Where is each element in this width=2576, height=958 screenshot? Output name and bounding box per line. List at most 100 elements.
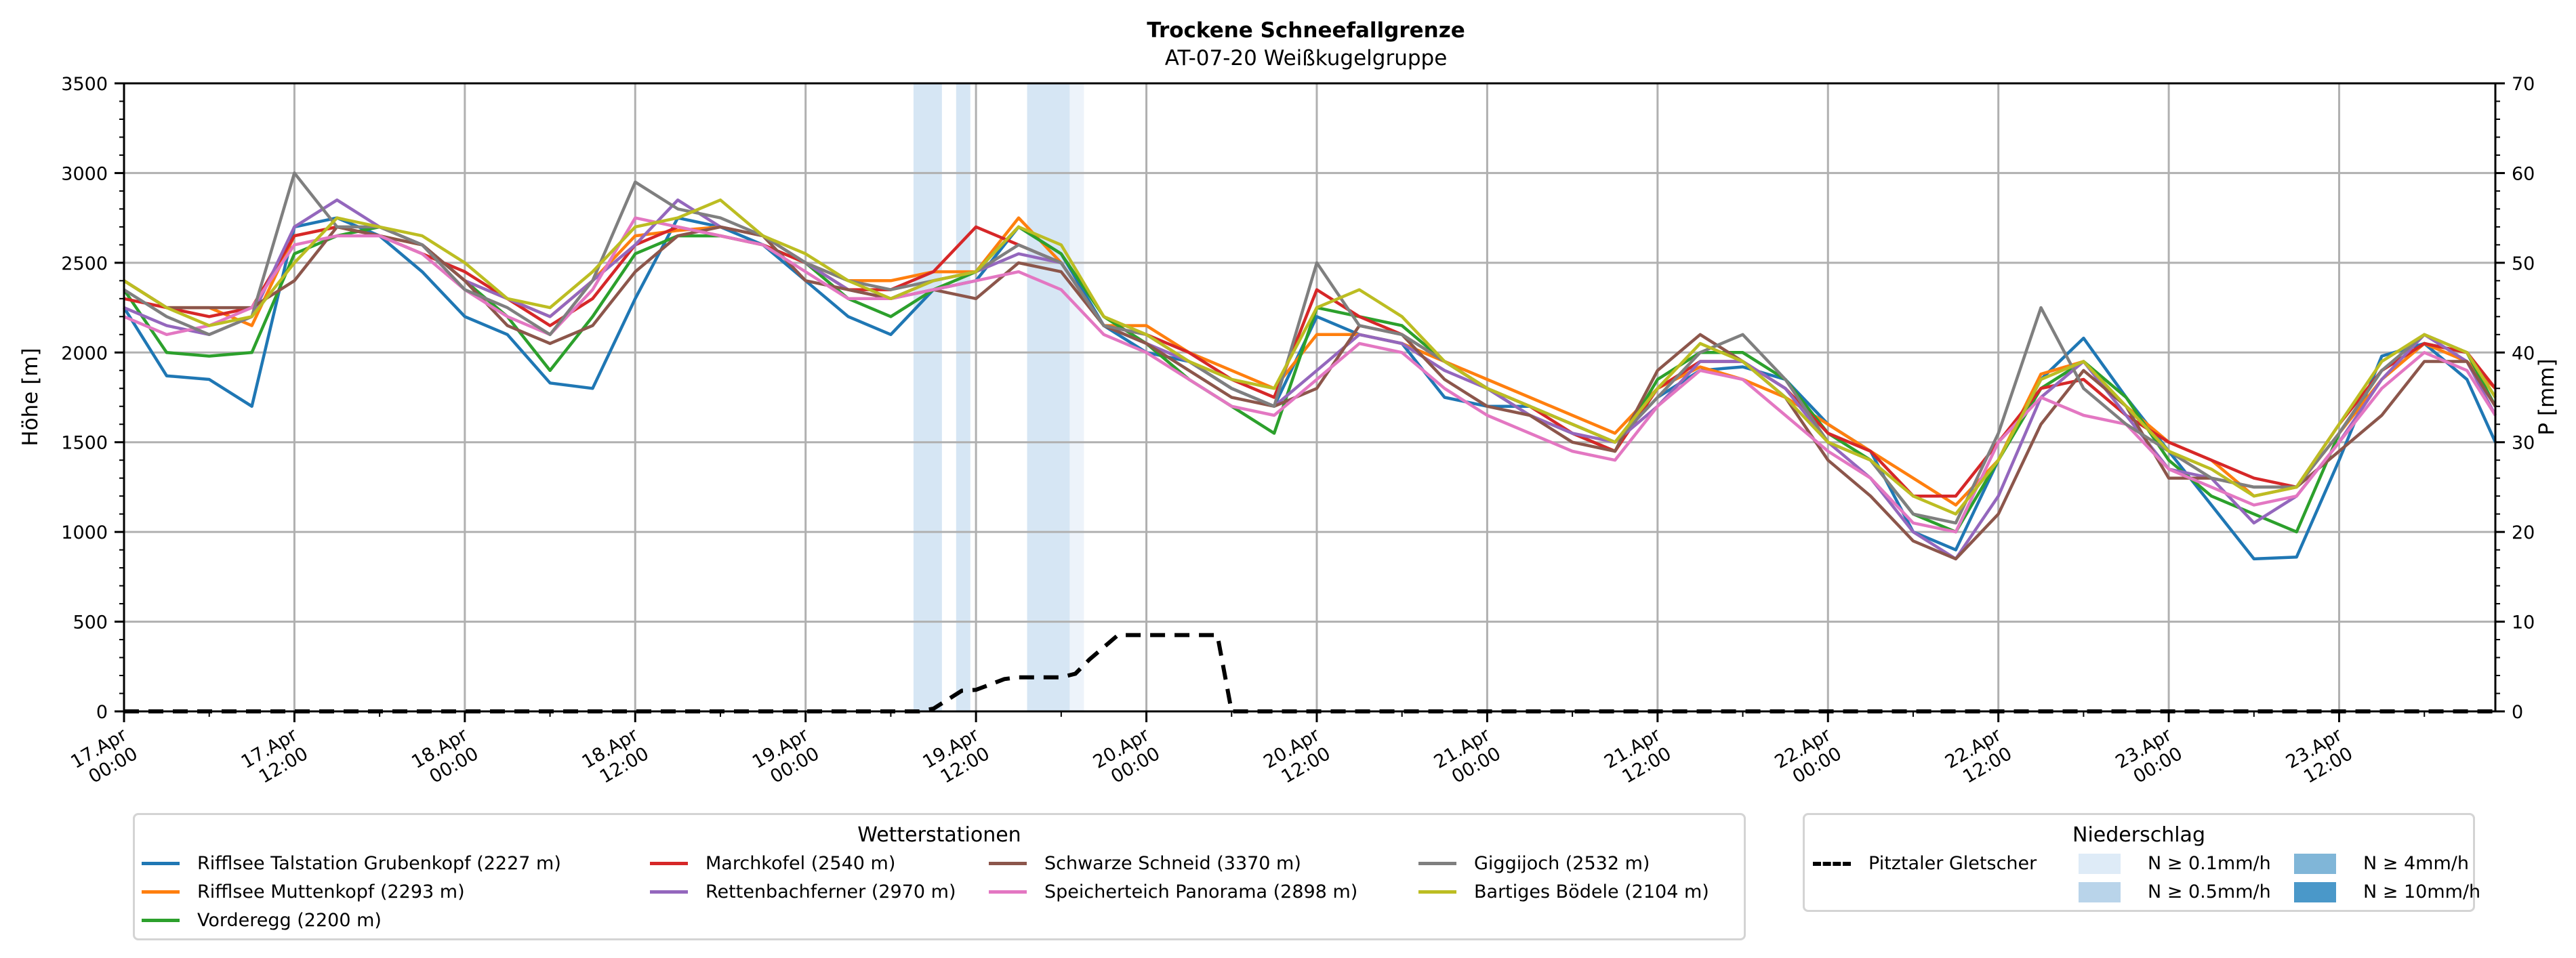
y2-tick-label: 0 [2512, 702, 2523, 723]
legend-item: N ≥ 0.5mm/h [2079, 881, 2271, 902]
y-tick-label: 3500 [61, 74, 108, 95]
legend-label: Speicherteich Panorama (2898 m) [1044, 881, 1358, 902]
legend-item: Rettenbachferner (2970 m) [650, 881, 956, 902]
legend-stations-title: Wetterstationen [857, 823, 1021, 847]
legend-item: Bartiges Bödele (2104 m) [1418, 881, 1709, 902]
y2-tick-label: 60 [2512, 163, 2535, 184]
legend-label: Giggijoch (2532 m) [1474, 853, 1650, 874]
legend-item: Marchkofel (2540 m) [650, 853, 895, 874]
legend-label: Rettenbachferner (2970 m) [706, 881, 956, 902]
axes: 0 500 1000 1500 2000 2500 3000 3500 0 10 20 30 40 50 6… [61, 74, 2535, 788]
legend-swatch [1418, 890, 1456, 894]
legend-swatch [989, 862, 1027, 865]
legend-item: Schwarze Schneid (3370 m) [989, 853, 1301, 874]
precip-band [913, 83, 942, 711]
chart-title: Trockene Schneefallgrenze [1147, 18, 1465, 43]
legend-swatch [142, 862, 180, 865]
legend-swatch [989, 890, 1027, 894]
y2-tick-label: 30 [2512, 433, 2535, 454]
legend-item: Rifflsee Talstation Grubenkopf (2227 m) [142, 853, 561, 874]
y-tick-label: 2000 [61, 343, 108, 364]
series-line [123, 198, 2497, 561]
legend-swatch [142, 890, 180, 894]
legend-label: N ≥ 10mm/h [2363, 881, 2481, 902]
legend-label: Marchkofel (2540 m) [706, 853, 896, 874]
series-line [123, 225, 2497, 561]
legend-item: N ≥ 10mm/h [2294, 881, 2480, 902]
legend-item: Pitztaler Gletscher [1813, 853, 2037, 874]
legend-swatch [2294, 853, 2336, 874]
y2-tick-label: 20 [2512, 522, 2535, 543]
precip-line [124, 633, 2495, 713]
legend-precip-title: Niederschlag [2072, 823, 2205, 847]
legend-item: N ≥ 0.1mm/h [2079, 853, 2271, 874]
y-tick-label: 1000 [61, 522, 108, 543]
chart-subtitle: AT-07-20 Weißkugelgruppe [1165, 46, 1448, 70]
precip-bands [913, 83, 1084, 711]
legend-item: Vorderegg (2200 m) [142, 910, 382, 931]
precip-band [956, 83, 970, 711]
legend-stations: Wetterstationen Rifflsee Talstation Grub… [133, 813, 1746, 940]
y-tick-label: 0 [96, 702, 108, 723]
legend-swatch [2079, 881, 2121, 902]
legend-label: Vorderegg (2200 m) [197, 910, 382, 931]
legend-swatch [142, 919, 180, 922]
legend-label: Schwarze Schneid (3370 m) [1044, 853, 1301, 874]
y2-tick-label: 70 [2512, 74, 2535, 95]
legend-swatch [650, 862, 688, 865]
y2-tick-label: 50 [2512, 253, 2535, 274]
y-tick-label: 1500 [61, 433, 108, 454]
series-line [123, 225, 2497, 534]
legend-label: Rifflsee Talstation Grubenkopf (2227 m) [197, 853, 561, 874]
series-line [123, 216, 2497, 507]
series-line [123, 216, 2497, 561]
precip-series [124, 633, 2495, 713]
legend-item: Speicherteich Panorama (2898 m) [989, 881, 1357, 902]
series-line [123, 171, 2497, 525]
y-tick-label: 2500 [61, 253, 108, 274]
series-line [123, 216, 2497, 534]
y2-tick-label: 40 [2512, 343, 2535, 364]
plot-frame [123, 82, 2497, 713]
legend-label: Bartiges Bödele (2104 m) [1474, 881, 1709, 902]
precip-band [1069, 83, 1084, 711]
legend-precip: Niederschlag Pitztaler Gletscher N ≥ 0.1… [1803, 813, 2480, 912]
series-line [123, 225, 2497, 498]
station-series [123, 171, 2497, 561]
legend-label: N ≥ 0.5mm/h [2148, 881, 2271, 902]
precip-band [1027, 83, 1070, 711]
legend-label: Rifflsee Muttenkopf (2293 m) [197, 881, 465, 902]
legend-item: N ≥ 4mm/h [2294, 853, 2469, 874]
legend-swatch [650, 890, 688, 894]
legend-swatch [1418, 862, 1456, 865]
legend-label: Pitztaler Gletscher [1868, 853, 2037, 874]
legend-label: N ≥ 4mm/h [2363, 853, 2469, 874]
y-axis-label: Höhe [m] [18, 348, 43, 446]
legend-swatch [2079, 853, 2121, 874]
legend-item: Giggijoch (2532 m) [1418, 853, 1650, 874]
legend-swatch [1813, 861, 1851, 866]
legend-label: N ≥ 0.1mm/h [2148, 853, 2271, 874]
y2-axis-label: P [mm] [2535, 358, 2559, 435]
legend-item: Rifflsee Muttenkopf (2293 m) [142, 881, 465, 902]
series-line [123, 198, 2497, 516]
legend-swatch [2294, 881, 2336, 902]
grid [124, 83, 2495, 711]
y-tick-label: 500 [73, 612, 108, 633]
y2-tick-label: 10 [2512, 612, 2535, 633]
